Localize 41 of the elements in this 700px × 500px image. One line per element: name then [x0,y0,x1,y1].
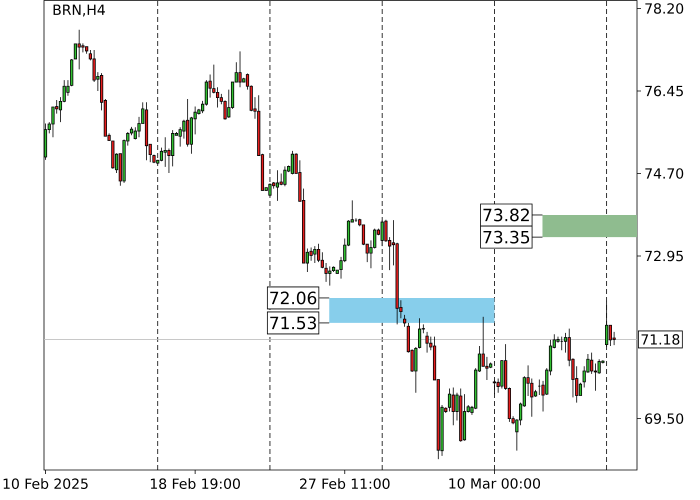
candlestick [313,246,316,264]
x-tick-label: 18 Feb 19:00 [150,478,240,489]
annotation: 73.35 [483,230,530,244]
candlestick [403,314,406,328]
candlestick [462,394,466,442]
x-tick-label: 27 Feb 11:00 [300,478,390,489]
y-tick-label: 78.20 [645,3,684,14]
candlestick [452,387,455,426]
candlestick [425,331,429,354]
candlestick [328,266,332,286]
x-tick-label: 10 Feb 2025 [4,478,88,489]
ref-line-label: 71.18 [642,334,680,345]
chart-title: BRN,H4 [54,4,105,16]
annotation: 73.82 [483,208,529,222]
candlestick [283,166,287,187]
y-tick-label: 69.50 [645,413,684,424]
y-tick-label: 74.70 [645,168,684,179]
candlestick [276,170,280,202]
candlestick [51,106,55,138]
candlestick [448,388,452,412]
candlestick [485,356,489,380]
candlestick [608,324,612,346]
annotation: 71.53 [270,316,316,330]
candlestick [290,150,294,175]
candlestick [324,262,328,282]
candlestick [594,363,598,392]
candlestick [186,98,190,148]
candlestick [238,51,242,88]
candlestick [216,86,220,108]
candlestick [92,50,96,82]
candlestick [144,102,148,161]
y-tick-label: 76.45 [645,86,683,96]
candlestick [164,136,167,168]
candlestick [81,42,84,53]
y-tick-label: 72.95 [645,250,683,262]
candlestick [160,147,164,162]
candlestick [223,100,227,120]
annotation: 72.06 [270,292,316,304]
candlestick [78,29,81,70]
candlestick [85,46,88,54]
x-tick-label: 10 Mar 00:00 [449,478,540,489]
